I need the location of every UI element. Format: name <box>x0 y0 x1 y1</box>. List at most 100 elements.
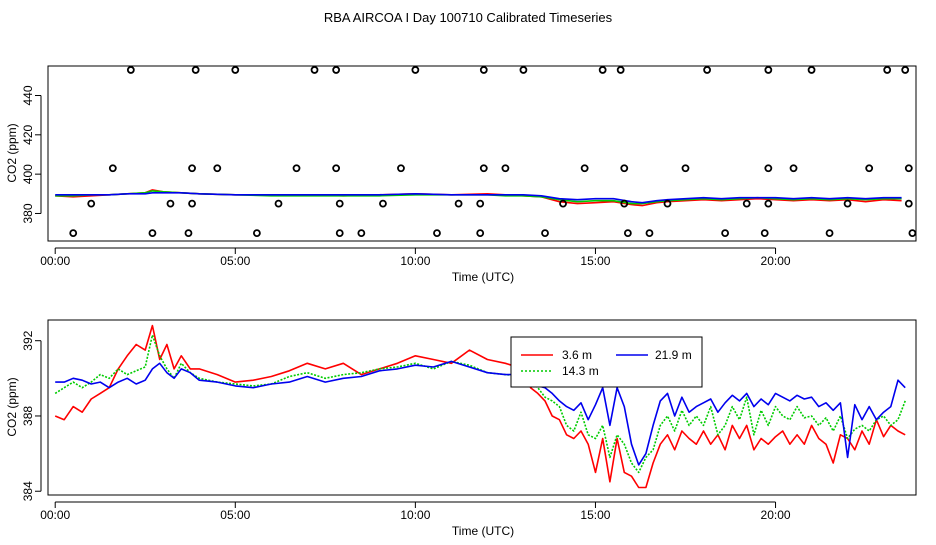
data-point <box>901 66 910 74</box>
data-point <box>904 199 913 208</box>
data-point <box>764 164 773 173</box>
data-point <box>69 229 78 238</box>
x-tick-label: 00:00 <box>40 508 70 522</box>
data-point <box>616 66 625 74</box>
series-line-2 <box>55 192 902 204</box>
x-tick-label: 15:00 <box>580 254 610 268</box>
data-point <box>908 229 917 238</box>
x-tick-label: 00:00 <box>40 254 70 268</box>
data-point <box>742 199 751 208</box>
legend-label-3-6m: 3.6 m <box>562 348 592 362</box>
y-tick-label: 400 <box>21 164 35 184</box>
x-tick-label: 10:00 <box>400 508 430 522</box>
data-point <box>883 66 892 74</box>
x-tick-label: 20:00 <box>761 508 791 522</box>
data-point <box>663 199 672 208</box>
data-point <box>598 66 607 74</box>
top-x-axis: 00:00 05:00 10:00 15:00 20:00 <box>40 247 791 268</box>
bottom-series-lines <box>54 324 906 489</box>
data-point <box>580 164 589 173</box>
data-point <box>188 199 196 208</box>
data-point <box>645 229 654 238</box>
data-point <box>681 164 690 173</box>
data-point <box>703 66 712 74</box>
data-point <box>126 66 135 74</box>
data-point <box>433 229 441 238</box>
x-tick-label: 10:00 <box>400 254 430 268</box>
legend-label-14-3m: 14.3 m <box>562 364 599 378</box>
x-tick-label: 05:00 <box>220 254 250 268</box>
bottom-x-axis: 00:00 05:00 10:00 15:00 20:00 <box>40 501 791 522</box>
top-scatter-points <box>69 66 917 238</box>
data-point <box>519 66 528 74</box>
data-point <box>335 229 344 238</box>
y-tick-label: 384 <box>21 481 35 501</box>
data-point <box>166 199 175 208</box>
data-point <box>310 66 319 74</box>
data-point <box>411 66 420 74</box>
x-tick-label: 15:00 <box>580 508 610 522</box>
y-tick-label: 392 <box>21 330 35 350</box>
legend: 3.6 m 14.3 m 21.9 m <box>510 336 703 388</box>
data-point <box>87 199 96 208</box>
data-point <box>620 199 629 208</box>
data-point <box>397 164 405 173</box>
data-point <box>559 199 567 208</box>
data-point <box>721 229 730 238</box>
data-point <box>454 199 463 208</box>
data-point <box>760 229 769 238</box>
data-point <box>191 66 200 74</box>
data-point <box>541 229 549 238</box>
legend-label-21-9m: 21.9 m <box>655 348 692 362</box>
data-point <box>904 164 913 173</box>
top-series-lines <box>55 189 902 207</box>
data-point <box>213 164 222 173</box>
y-tick-label: 380 <box>21 203 35 223</box>
data-point <box>476 229 485 238</box>
data-point <box>292 164 301 173</box>
data-point <box>332 164 341 173</box>
data-point <box>620 164 629 173</box>
data-point <box>865 164 874 173</box>
data-point <box>148 229 157 238</box>
data-point <box>479 66 488 74</box>
y-tick-label: 420 <box>21 124 35 144</box>
data-point <box>108 164 117 173</box>
data-point <box>184 229 193 238</box>
top-y-axis: 380 400 420 440 <box>21 85 42 223</box>
data-point <box>764 199 773 208</box>
chart-title: RBA AIRCOA I Day 100710 Calibrated Times… <box>324 10 613 25</box>
bottom-x-axis-label: Time (UTC) <box>452 524 514 538</box>
series-line-1 <box>54 334 906 474</box>
bottom-plot-frame <box>47 319 917 496</box>
bottom-panel: Time (UTC) CO2 (ppm) 00:00 05:00 10:00 15:0… <box>5 319 917 538</box>
data-point <box>501 164 510 173</box>
y-tick-label: 388 <box>21 406 35 426</box>
data-point <box>476 199 485 208</box>
data-point <box>335 199 344 208</box>
data-point <box>357 229 366 238</box>
top-panel: Time (UTC) CO2 (ppm) 00:00 05:00 10:00 15:0… <box>5 65 917 284</box>
x-tick-label: 05:00 <box>220 508 250 522</box>
legend-box <box>510 336 703 388</box>
y-tick-label: 440 <box>21 85 35 105</box>
series-line-2 <box>55 360 906 466</box>
data-point <box>231 66 240 74</box>
data-point <box>332 66 341 74</box>
series-line-1 <box>55 190 902 205</box>
top-plot-frame <box>47 65 917 242</box>
data-point <box>274 199 283 208</box>
data-point <box>252 229 261 238</box>
bottom-y-axis: 384 388 392 <box>21 330 42 501</box>
series-line-0 <box>54 324 906 489</box>
data-point <box>789 164 798 173</box>
top-x-axis-label: Time (UTC) <box>452 270 514 284</box>
top-y-axis-label: CO2 (ppm) <box>5 123 19 182</box>
data-point <box>807 66 816 74</box>
data-point <box>188 164 196 173</box>
bottom-y-axis-label: CO2 (ppm) <box>5 377 19 436</box>
data-point <box>479 164 488 173</box>
x-tick-label: 20:00 <box>761 254 791 268</box>
data-point <box>379 199 387 208</box>
